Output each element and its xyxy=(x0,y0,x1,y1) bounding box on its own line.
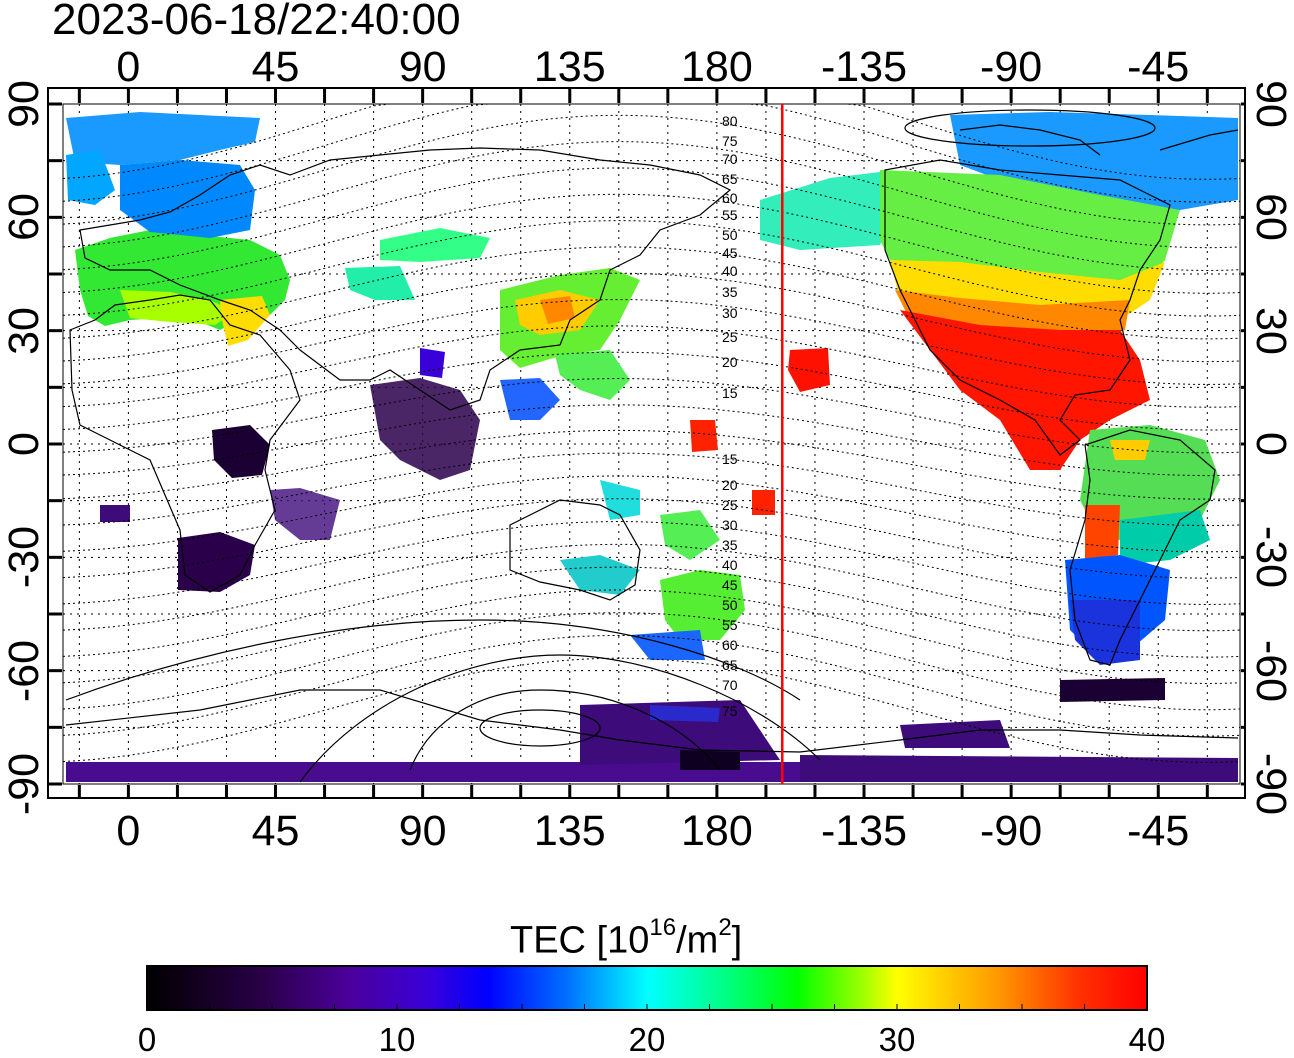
magnetic-latitude-contour xyxy=(63,429,1240,500)
contour-label: 60 xyxy=(722,637,738,653)
magnetic-latitude-contour xyxy=(63,657,1240,763)
bottom-longitude-label: -135 xyxy=(820,807,908,855)
top-longitude-label: -90 xyxy=(980,43,1043,91)
colorbar-tick-label: 40 xyxy=(1128,1021,1166,1058)
magnetic-latitude-contour xyxy=(63,141,1240,249)
top-longitude-label: 180 xyxy=(681,43,753,91)
magnetic-latitude-contour xyxy=(63,498,1240,579)
top-longitude-label: 0 xyxy=(116,43,141,91)
contour-label: 30 xyxy=(722,517,738,533)
contour-label: 35 xyxy=(722,284,738,300)
magnetic-latitude-contour xyxy=(63,566,1240,658)
contour-label: 45 xyxy=(722,577,738,593)
contour-label: 30 xyxy=(722,305,738,321)
bottom-longitude-label: 90 xyxy=(398,807,447,855)
left-latitude-label: 30 xyxy=(0,306,48,355)
right-latitude-label: 90 xyxy=(1247,80,1294,128)
colorbar-title-end: ] xyxy=(731,919,743,962)
tec-data xyxy=(66,112,1238,782)
contour-labels: 8075706560555045403530252015152025303540… xyxy=(722,113,738,719)
colorbar-title-unit-exponent: 2 xyxy=(718,914,732,941)
contour-label: 15 xyxy=(722,451,738,467)
contour-label: 55 xyxy=(722,617,738,633)
frame-ticks xyxy=(49,89,1244,797)
bottom-longitude-label: 0 xyxy=(116,807,141,855)
timestamp: 2023-06-18/22:40:00 xyxy=(52,0,461,44)
left-latitude-label: -30 xyxy=(0,526,48,589)
magnetic-latitude-contour xyxy=(63,452,1240,527)
magnetic-latitude-contour xyxy=(63,114,1240,226)
top-longitude-label: 90 xyxy=(398,43,447,91)
magnetic-latitude-contour xyxy=(63,543,1240,632)
right-latitude-label: 60 xyxy=(1247,193,1294,242)
magnetic-latitude-contour xyxy=(63,404,1240,477)
contour-label: 50 xyxy=(722,597,738,613)
right-latitude-label: 30 xyxy=(1247,306,1294,355)
left-latitude-label: -90 xyxy=(0,752,48,816)
colorbar-tick-label: 10 xyxy=(378,1021,416,1058)
bottom-longitude-label: -90 xyxy=(980,807,1043,855)
colorbar-tick-label: 30 xyxy=(878,1021,916,1058)
magnetic-latitude-contour xyxy=(63,634,1240,737)
colorbar-tick-marks xyxy=(146,1004,1148,1010)
contour-label: 15 xyxy=(722,385,738,401)
contour-label: 40 xyxy=(722,557,738,573)
contour-label: 80 xyxy=(722,113,738,129)
colorbar xyxy=(146,965,1148,1011)
top-longitude-label: -135 xyxy=(820,43,908,91)
magnetic-latitude-contour xyxy=(63,377,1240,454)
colorbar-title-text: TEC [10 xyxy=(510,919,650,962)
polar-ovals xyxy=(65,109,1156,783)
contour-label: 55 xyxy=(722,207,738,223)
left-latitude-label: -60 xyxy=(0,639,48,702)
contour-label: 35 xyxy=(722,537,738,553)
bottom-longitude-label: 45 xyxy=(251,807,300,855)
magnetic-latitude-contour xyxy=(63,104,1240,180)
coastlines xyxy=(65,124,1239,753)
contour-label: 65 xyxy=(722,657,738,673)
right-latitude-label: -60 xyxy=(1247,639,1294,702)
contour-label: 50 xyxy=(722,227,738,243)
top-longitude-label: 135 xyxy=(533,43,606,91)
bottom-longitude-label: 180 xyxy=(681,807,753,855)
contour-label: 25 xyxy=(722,497,738,513)
left-latitude-label: 0 xyxy=(0,432,48,456)
colorbar-title: TEC [1016/m2] xyxy=(510,910,742,963)
magnetic-latitude-contour xyxy=(63,520,1240,606)
contour-label: 70 xyxy=(722,677,738,693)
colorbar-title-unit: /m xyxy=(676,919,719,962)
top-longitude-label: 45 xyxy=(251,43,300,91)
magnetic-latitude-contour xyxy=(63,167,1240,272)
left-latitude-label: 60 xyxy=(0,193,48,242)
colorbar-gradient xyxy=(146,965,1148,1011)
contour-label: 20 xyxy=(722,354,738,370)
contour-label: 75 xyxy=(722,133,738,149)
bottom-longitude-label: -45 xyxy=(1127,807,1190,855)
contour-label: 70 xyxy=(722,151,738,167)
contour-label: 25 xyxy=(722,329,738,345)
left-latitude-label: 90 xyxy=(0,80,48,128)
right-latitude-label: 0 xyxy=(1247,432,1294,456)
magnetic-contours xyxy=(63,104,1240,763)
magnetic-latitude-contour xyxy=(63,325,1240,408)
contour-label: 40 xyxy=(722,263,738,279)
magnetic-latitude-contour xyxy=(63,299,1240,385)
top-longitude-label: -45 xyxy=(1127,43,1190,91)
contour-label: 75 xyxy=(722,703,738,719)
colorbar-tick-label: 20 xyxy=(628,1021,666,1058)
right-latitude-label: -90 xyxy=(1247,752,1294,816)
contour-label: 45 xyxy=(722,245,738,261)
colorbar-tick-label: 0 xyxy=(137,1021,157,1058)
contour-label: 60 xyxy=(722,190,738,206)
magnetic-latitude-contour xyxy=(63,272,1240,363)
contour-label: 65 xyxy=(722,171,738,187)
bottom-longitude-label: 135 xyxy=(533,807,606,855)
contour-label: 20 xyxy=(722,477,738,493)
right-latitude-label: -30 xyxy=(1247,526,1294,589)
colorbar-title-exponent: 16 xyxy=(649,914,677,941)
